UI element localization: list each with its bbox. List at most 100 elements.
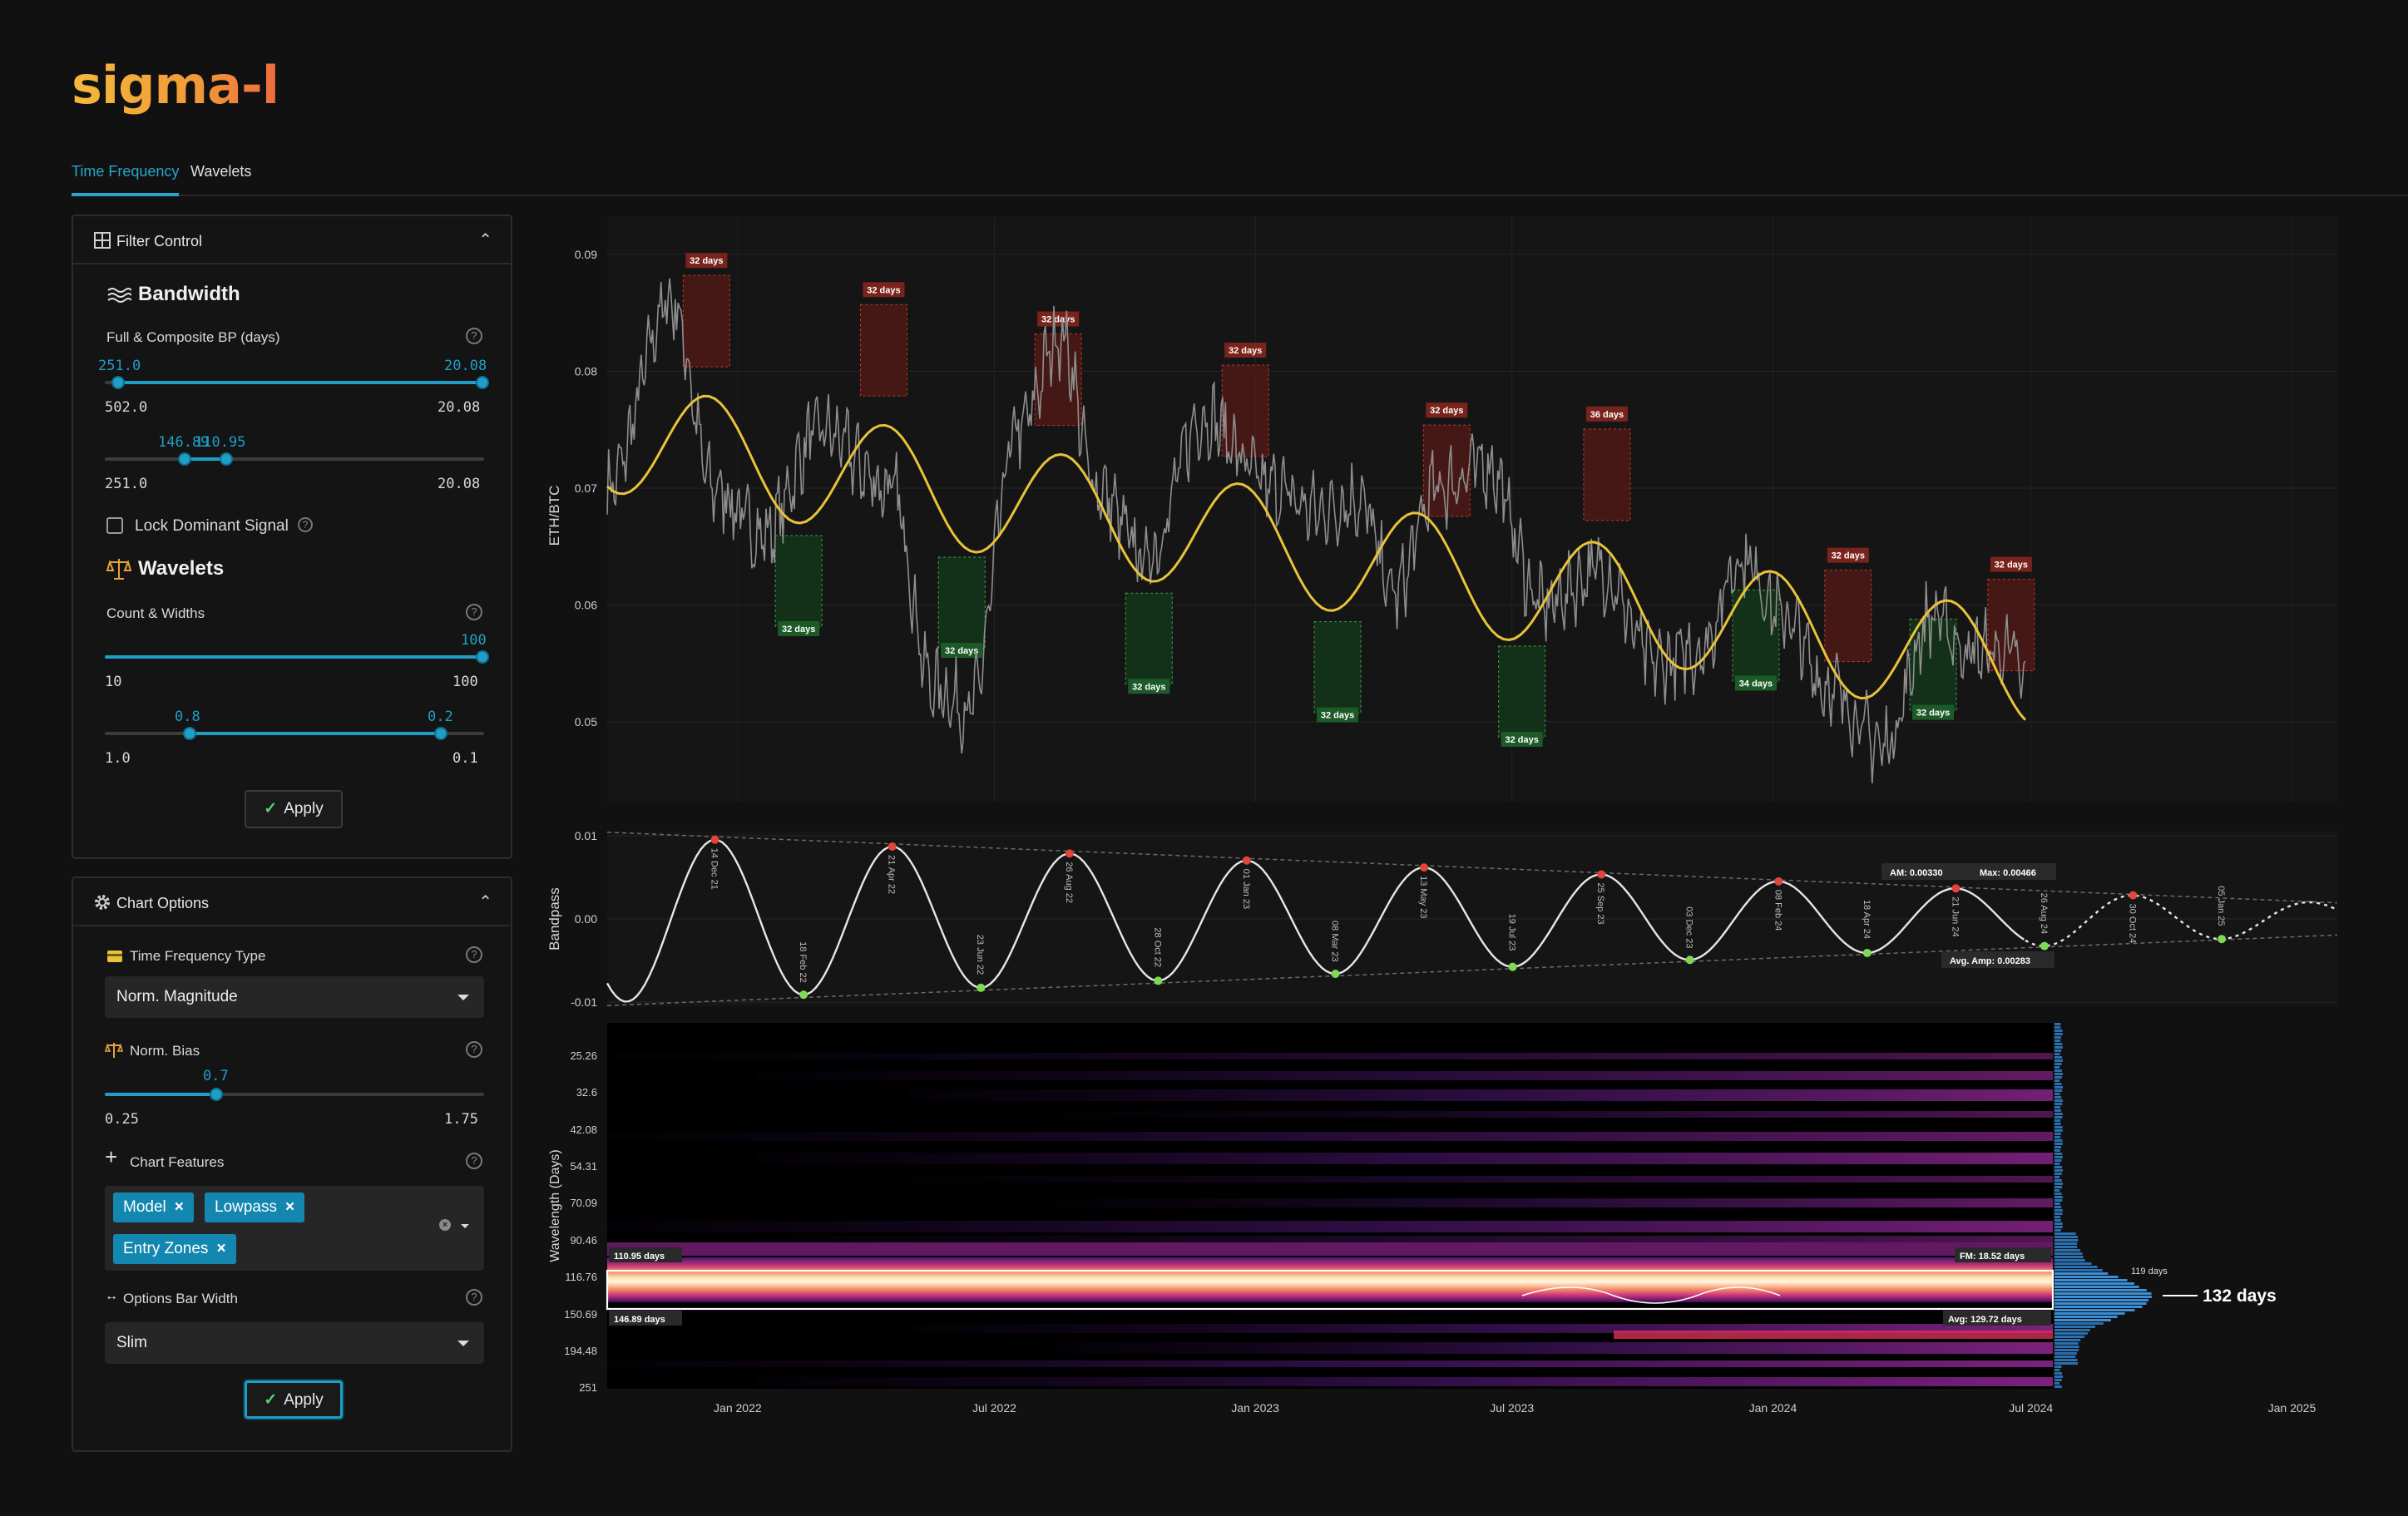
bias-slider-handle[interactable] [210,1088,223,1101]
histogram-bar [2054,1159,2062,1162]
peak-point: 08 Feb 24 [1773,877,1783,931]
heatmap-streak [757,1071,2053,1080]
filter-apply-button[interactable]: ✓ Apply [245,790,343,828]
peak-point: 13 May 23 [1418,863,1429,919]
point-date-label: 05 Jan 25 [2216,886,2226,926]
wavelets-slider1-handle[interactable] [476,650,489,664]
scale-icon [106,559,131,580]
histogram-bar [2054,1286,2139,1288]
y-tick-label: 0.05 [575,715,597,728]
wavelets-slider2-low-handle[interactable] [183,727,196,740]
histogram-bar [2054,1133,2061,1135]
zone-label: 32 days [945,646,978,656]
heatmap-streak [1056,1198,2053,1207]
bandwidth-slider2-low-handle[interactable] [178,452,191,466]
help-icon[interactable]: ? [466,946,482,963]
chart-options-panel: Chart Options ⌃ Time Frequency Type ? No… [72,877,512,1452]
histogram-bar [2054,1026,2061,1029]
chart-options-header[interactable]: Chart Options ⌃ [73,878,511,926]
bias-slider-track[interactable] [105,1093,484,1096]
zone-label: 32 days [1430,406,1463,416]
bandwidth-slider2-track[interactable] [105,457,484,461]
y-tick-label: 251 [579,1381,597,1394]
histogram-bar [2054,1059,2063,1062]
price-series [606,278,2026,783]
histogram-bar [2054,1129,2063,1132]
band-selection-box[interactable] [606,1269,2054,1311]
band-bottom-label: 146.89 days [609,1311,682,1326]
help-icon[interactable]: ? [466,1289,482,1306]
close-icon[interactable]: × [285,1198,295,1216]
peak-zone: 32 days [1824,547,1872,663]
bandwidth-slider2-high-handle[interactable] [220,452,233,466]
histogram-bar [2054,1382,2060,1385]
bar-width-select[interactable]: Slim [105,1322,484,1364]
wavelets-title: Wavelets [138,557,225,580]
tab-time-frequency[interactable]: Time Frequency [72,163,180,196]
zone-label: 32 days [1321,711,1354,721]
wavelets-slider2-low-value: 0.8 [175,709,200,725]
trough-zone: 32 days [1498,645,1546,747]
help-icon[interactable]: ? [466,604,482,620]
chip-model[interactable]: Model × [113,1193,194,1222]
histogram-bar [2054,1239,2079,1242]
histogram-bar [2054,1023,2061,1025]
caret-down-icon[interactable] [461,1224,469,1228]
peak-point: 25 Sep 23 [1595,870,1606,925]
lock-dominant-checkbox[interactable] [106,517,123,534]
tf-type-select[interactable]: Norm. Magnitude [105,976,484,1018]
bandwidth-slider1-low-handle[interactable] [111,376,125,389]
chevron-up-icon[interactable]: ⌃ [478,893,492,911]
wavelets-slider2-min: 1.0 [105,750,131,767]
bandwidth-slider2-max: 20.08 [438,476,481,492]
features-multiselect[interactable]: Model × Lowpass × Entry Zones × × [105,1186,484,1271]
x-axis-ticks: Jan 2022 Jul 2022 Jan 2023 Jul 2023 Jan 2024… [714,1401,2316,1415]
point-date-label: 30 Oct 24 [2127,904,2137,944]
band-bottom-text: 146.89 days [614,1315,665,1325]
bar-width-value: Slim [116,1334,147,1351]
price-y-axis-label: ETH/BTC [546,486,562,546]
histogram-bar [2054,1292,2152,1295]
zone-label: 32 days [1916,709,1950,718]
histogram-bar [2054,1272,2109,1275]
chart-apply-button[interactable]: ✓ Apply [245,1380,343,1419]
close-icon[interactable]: × [174,1198,184,1216]
dominant-band [607,1257,2053,1302]
clear-icon[interactable]: × [439,1219,451,1231]
help-icon[interactable]: ? [298,517,313,532]
point-date-label: 19 Jul 23 [1507,914,1517,951]
peak-point: 21 Apr 22 [887,842,897,894]
y-tick-label: 150.69 [564,1308,597,1321]
wavelets-slider2-high-handle[interactable] [434,727,447,740]
histogram-bar [2054,1252,2083,1255]
histogram-bar [2054,1279,2128,1281]
y-tick-label: 0.01 [575,829,597,842]
bandwidth-slider1-high-value: 20.08 [444,358,487,374]
y-tick-label: 194.48 [564,1345,597,1357]
histogram-bar [2054,1296,2153,1298]
tab-wavelets[interactable]: Wavelets [190,163,252,180]
histogram-bar [2054,1329,2090,1331]
y-tick-label: 42.08 [570,1123,597,1136]
histogram-bar [2054,1242,2078,1245]
chip-entry-zones[interactable]: Entry Zones × [113,1234,236,1264]
histogram-bar [2054,1083,2062,1085]
chevron-up-icon[interactable]: ⌃ [478,231,492,249]
histogram-bar [2054,1109,2061,1112]
check-icon: ✓ [264,800,278,817]
trough-point: 03 Dec 23 [1684,906,1694,965]
bias-min: 0.25 [105,1111,139,1128]
bandpass-projection [2025,894,2336,947]
histogram-bar [2054,1259,2085,1262]
filter-control-header[interactable]: Filter Control ⌃ [73,216,511,264]
help-icon[interactable]: ? [466,1041,482,1058]
histogram-bar [2054,1346,2079,1348]
x-tick-label: Jan 2024 [1749,1401,1797,1415]
bandwidth-slider1-high-handle[interactable] [476,376,489,389]
chip-lowpass[interactable]: Lowpass × [205,1193,305,1222]
histogram-bar [2054,1269,2103,1272]
close-icon[interactable]: × [216,1240,226,1257]
help-icon[interactable]: ? [466,328,482,344]
help-icon[interactable]: ? [466,1153,482,1169]
wavelength-histogram [2054,1023,2153,1388]
